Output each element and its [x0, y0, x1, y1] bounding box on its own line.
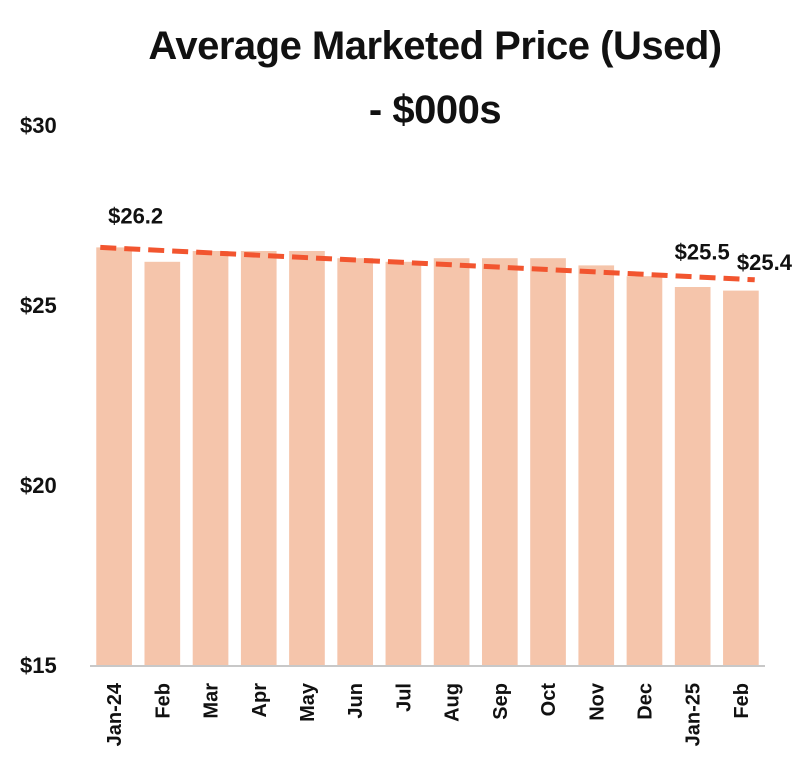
bar-9	[530, 258, 566, 665]
x-tick-label: Jan-24	[104, 682, 126, 746]
bar-1	[144, 261, 181, 665]
x-tick-label: Sep	[490, 683, 512, 720]
data-label: $25.4	[737, 250, 793, 275]
data-labels: $26.2 $25.5 $25.4	[108, 203, 793, 274]
bar-3	[240, 251, 277, 665]
x-axis-ticks: Jan-24 Feb Mar Apr May Jun Jul Aug Sep Oct Nov Dec J…	[104, 682, 753, 746]
bar-11	[626, 276, 663, 665]
bar-8	[481, 258, 518, 665]
bar-10	[578, 265, 615, 665]
y-axis-ticks: $15 $20 $25 $30	[20, 113, 57, 678]
x-tick-label: Mar	[201, 683, 223, 719]
x-tick-label: May	[297, 682, 319, 722]
y-tick-label: $15	[20, 653, 57, 678]
x-tick-label: Jan-25	[683, 683, 705, 746]
x-tick-label: Dec	[634, 683, 656, 720]
bar-12	[674, 287, 711, 665]
x-tick-label: Jun	[345, 683, 367, 719]
bar-2	[192, 251, 229, 665]
y-tick-label: $25	[20, 293, 57, 318]
data-label: $26.2	[108, 203, 163, 228]
bar-6	[385, 261, 422, 665]
bar-4	[289, 251, 325, 665]
bar-7	[433, 258, 470, 665]
data-label: $25.5	[675, 239, 730, 264]
bars-group	[96, 247, 759, 665]
bar-13	[723, 290, 759, 665]
trend-line	[100, 244, 755, 283]
x-tick-label: Aug	[442, 683, 464, 722]
chart-title-line-2: - $000s	[368, 88, 502, 132]
y-tick-label: $20	[20, 473, 57, 498]
x-tick-label: Nov	[586, 682, 608, 721]
bar-0	[96, 247, 132, 665]
x-tick-label: Jul	[393, 683, 415, 712]
y-tick-label: $30	[20, 113, 57, 138]
chart-title-line-1: Average Marketed Price (Used)	[148, 24, 722, 68]
x-tick-label: Feb	[731, 683, 753, 719]
x-tick-label: Oct	[538, 683, 560, 717]
bar-5	[337, 258, 374, 665]
x-tick-label: Feb	[152, 683, 174, 719]
x-tick-label: Apr	[249, 683, 271, 718]
